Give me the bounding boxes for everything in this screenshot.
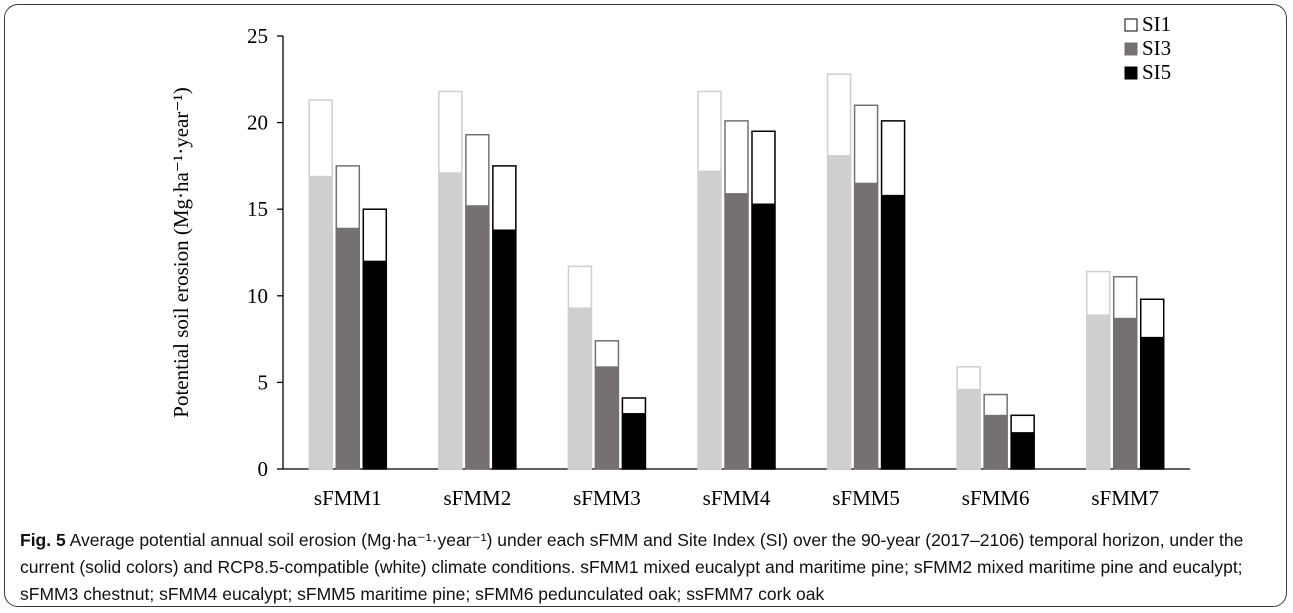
bar-current-si5	[881, 194, 906, 470]
y-tick-label: 10	[247, 284, 268, 308]
bar-current-si5	[1010, 432, 1035, 470]
bar-current-si5	[362, 260, 387, 470]
bar-current-si3	[1113, 317, 1138, 470]
y-tick-label: 20	[247, 111, 268, 135]
x-tick-label: sFMM2	[444, 486, 512, 510]
y-tick-label: 5	[258, 370, 269, 394]
legend-swatch-si1	[1124, 18, 1138, 32]
legend-label: SI1	[1142, 12, 1171, 36]
x-tick-label: sFMM6	[962, 486, 1030, 510]
bar-current-si3	[594, 366, 619, 470]
bar-current-si3	[854, 182, 879, 470]
bar-current-si1	[827, 155, 852, 470]
figure-caption: Fig. 5 Average potential annual soil ero…	[20, 527, 1275, 608]
legend-swatch-si3	[1124, 42, 1138, 56]
bar-current-si1	[308, 175, 333, 470]
bar-current-si1	[697, 170, 722, 470]
bar-current-si1	[567, 307, 592, 470]
bar-current-si1	[956, 388, 981, 470]
bar-current-si5	[492, 229, 517, 470]
bar-current-si1	[438, 172, 463, 470]
x-tick-label: sFMM3	[573, 486, 641, 510]
bar-current-si5	[621, 413, 646, 470]
figure-frame	[4, 4, 1287, 607]
y-tick-label: 0	[258, 457, 269, 481]
x-tick-label: sFMM7	[1091, 486, 1159, 510]
legend-label: SI5	[1142, 60, 1171, 84]
legend-swatch-si5	[1124, 66, 1138, 80]
y-tick-label: 15	[247, 197, 268, 221]
bar-current-si5	[1140, 336, 1165, 470]
x-tick-label: sFMM1	[314, 486, 382, 510]
bar-current-si3	[465, 205, 490, 470]
bar-current-si3	[335, 227, 360, 470]
y-tick-label: 25	[247, 24, 268, 48]
bar-current-si3	[983, 414, 1008, 470]
caption-text: Average potential annual soil erosion (M…	[20, 530, 1244, 604]
legend-label: SI3	[1142, 36, 1171, 60]
bar-current-si3	[724, 193, 749, 470]
y-axis-label: Potential soil erosion (Mg·ha⁻¹·year⁻¹)	[169, 87, 193, 417]
bar-chart: 0 5 10 15 20 25 Potential soil erosion (Mg·ha⁻…	[169, 12, 1190, 510]
bar-current-si5	[751, 203, 776, 470]
x-tick-label: sFMM5	[832, 486, 900, 510]
x-tick-label: sFMM4	[703, 486, 771, 510]
bar-current-si1	[1086, 314, 1111, 470]
figure-label: Fig. 5	[20, 530, 66, 550]
